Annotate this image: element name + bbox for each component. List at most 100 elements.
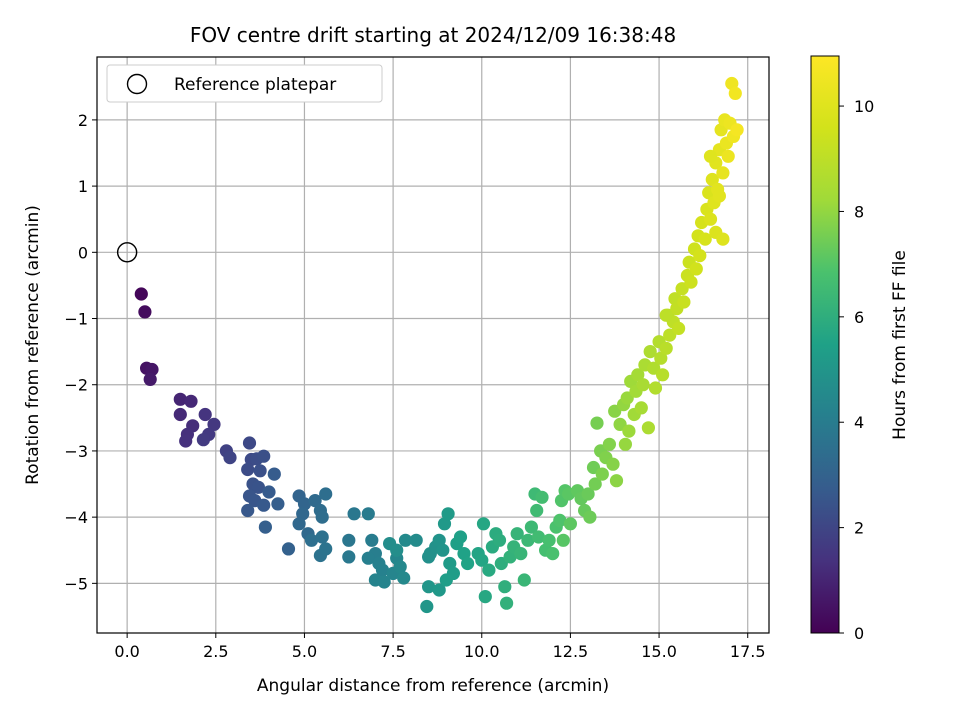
data-point [138, 305, 152, 319]
data-point [492, 533, 507, 547]
data-point [432, 583, 446, 597]
y-tick-label: −4 [64, 508, 88, 527]
data-point [179, 434, 193, 448]
data-point [453, 530, 468, 544]
data-point [602, 437, 617, 451]
data-point [361, 507, 375, 521]
data-point [315, 510, 329, 524]
colorbar: 0 2 4 6 8 10 Hours from first FF file [810, 55, 910, 643]
data-point [258, 520, 272, 534]
data-point [716, 232, 730, 246]
data-point [375, 563, 390, 577]
data-point [319, 542, 333, 556]
data-point [703, 212, 718, 226]
data-point [475, 553, 489, 567]
reference-marker [116, 242, 138, 263]
data-point [223, 451, 237, 465]
data-point [503, 550, 517, 564]
data-point [636, 378, 650, 392]
data-point [292, 517, 306, 531]
x-tick-label: 10.0 [464, 642, 500, 661]
x-axis: 0.0 2.5 5.0 7.5 10.0 12.5 15.0 17.5 [114, 633, 766, 661]
data-point [703, 149, 718, 163]
data-point [315, 530, 329, 544]
data-point [241, 462, 255, 477]
chart-title: FOV centre drift starting at 2024/12/09 … [190, 23, 676, 47]
data-point [253, 464, 267, 478]
data-point [262, 485, 276, 499]
y-tick-label: −3 [64, 442, 88, 461]
colorbar-tick-label: 10 [854, 97, 874, 116]
data-point [721, 149, 735, 163]
y-tick-label: 0 [78, 243, 88, 262]
data-point [684, 275, 698, 289]
data-point [631, 368, 645, 382]
data-point [267, 467, 281, 481]
data-point [531, 530, 546, 544]
data-point [457, 547, 471, 561]
data-point [308, 494, 322, 508]
data-point [377, 575, 391, 589]
x-tick-label: 7.5 [380, 642, 405, 661]
data-point [304, 533, 319, 547]
y-tick-label: 2 [78, 111, 88, 130]
data-point [659, 341, 673, 355]
data-point [648, 381, 663, 395]
data-point [242, 436, 257, 450]
data-point [134, 287, 148, 301]
data-point [297, 497, 312, 511]
colorbar-ticks: 0 2 4 6 8 10 [839, 97, 874, 643]
data-point [241, 503, 255, 518]
data-point [145, 362, 159, 377]
data-point [553, 513, 567, 528]
data-point [659, 308, 673, 322]
data-point [257, 498, 271, 512]
data-point [524, 520, 539, 534]
data-point [583, 510, 597, 524]
data-point [656, 368, 670, 382]
data-point [257, 449, 271, 463]
colorbar-label: Hours from first FF file [890, 250, 910, 440]
x-tick-label: 0.0 [114, 642, 139, 661]
x-tick-label: 17.5 [730, 642, 766, 661]
data-point [420, 599, 434, 614]
y-axis: 2 1 0 −1 −2 −3 −4 −5 [64, 111, 97, 593]
data-point [173, 407, 187, 422]
data-point [437, 517, 452, 531]
reference-marker-group [116, 242, 138, 263]
legend-entry-reference: Reference platepar [174, 75, 336, 95]
y-tick-label: 1 [78, 177, 88, 196]
data-point [517, 573, 531, 587]
x-tick-label: 2.5 [203, 642, 228, 661]
data-point [514, 547, 528, 561]
colorbar-tick-label: 6 [854, 308, 864, 327]
data-point [500, 596, 514, 610]
data-point [296, 507, 310, 521]
x-tick-label: 12.5 [553, 642, 589, 661]
data-point [398, 533, 413, 547]
data-point [730, 123, 744, 137]
data-point [716, 166, 730, 180]
data-point [198, 407, 212, 422]
data-point [672, 321, 686, 335]
data-point [393, 560, 407, 574]
colorbar-tick-label: 2 [854, 519, 864, 538]
data-point [184, 394, 198, 408]
data-point [342, 533, 356, 547]
data-point [634, 401, 648, 415]
legend-box [106, 64, 383, 103]
data-point [698, 232, 712, 246]
data-point [590, 416, 604, 430]
data-point [498, 580, 512, 594]
data-point [342, 550, 356, 564]
data-point [693, 249, 707, 263]
plot-frame [96, 56, 770, 634]
data-point [643, 345, 657, 359]
data-point [530, 503, 544, 518]
data-point [542, 533, 556, 547]
data-point [476, 517, 491, 531]
data-point [482, 563, 496, 577]
data-point [271, 497, 285, 511]
data-point [606, 457, 620, 471]
